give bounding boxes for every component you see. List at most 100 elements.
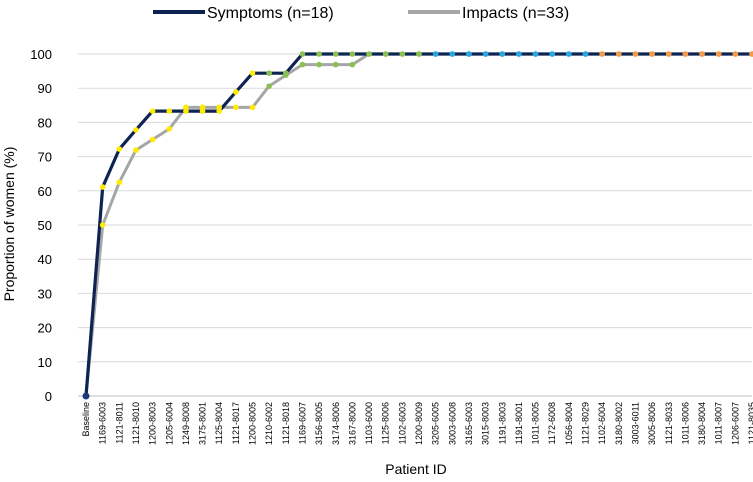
- symptoms-point: [366, 51, 372, 57]
- x-tick-label: 1102-6004: [597, 402, 607, 444]
- x-tick-label: 3174-8006: [331, 402, 341, 445]
- y-tick-label: 90: [38, 81, 52, 96]
- x-tick-label: 1169-6007: [297, 402, 307, 444]
- x-tick-label: 1121-8017: [231, 402, 241, 444]
- symptoms-point: [466, 51, 472, 57]
- impacts-point: [349, 61, 356, 68]
- y-axis-ticks: 0 10 20 30 40 50 60 70 80 90 100: [30, 47, 52, 404]
- symptoms-point: [699, 51, 705, 57]
- symptoms-point: [233, 89, 239, 95]
- y-tick-label: 0: [45, 389, 52, 404]
- symptoms-point: [399, 51, 406, 57]
- symptoms-point: [266, 70, 272, 76]
- x-tick-label: 3015-8003: [481, 402, 491, 445]
- symptoms-point: [649, 51, 655, 57]
- x-axis-ticks: Baseline 1169-6003 1121-8011 1121-8010 1200-…: [81, 402, 753, 445]
- symptoms-point: [133, 127, 139, 133]
- x-tick-label: 1121-8011: [114, 402, 124, 444]
- y-tick-label: 100: [30, 47, 52, 62]
- y-tick-label: 40: [38, 252, 52, 267]
- symptoms-point: [249, 70, 256, 76]
- impacts-point: [99, 222, 106, 228]
- symptoms-point: [99, 184, 106, 190]
- legend: Symptoms (n=18) Impacts (n=33): [153, 5, 569, 22]
- x-tick-label: 1125-8004: [214, 402, 224, 444]
- symptoms-point: [432, 51, 439, 57]
- y-tick-label: 10: [38, 355, 52, 370]
- symptoms-point: [382, 51, 389, 57]
- x-tick-label: 1121-8029: [581, 402, 591, 444]
- symptoms-point: [632, 51, 639, 57]
- impacts-point: [133, 147, 139, 153]
- symptoms-point: [682, 51, 689, 57]
- x-tick-label: 1210-6002: [264, 402, 274, 445]
- symptoms-point: [349, 51, 356, 57]
- x-tick-label: 3165-6003: [464, 402, 474, 445]
- x-tick-label: 1206-6007: [730, 402, 740, 445]
- y-tick-label: 50: [38, 218, 52, 233]
- x-tick-label: 3003-6008: [447, 402, 457, 445]
- symptoms-point: [749, 51, 753, 57]
- x-tick-label: 1121-8010: [131, 402, 141, 444]
- x-tick-label: 1056-8004: [564, 402, 574, 445]
- impacts-point: [249, 104, 256, 111]
- symptoms-point: [732, 51, 739, 57]
- symptoms-point: [216, 108, 222, 114]
- symptoms-point: [316, 51, 322, 57]
- symptoms-point: [149, 108, 156, 114]
- impacts-point: [299, 61, 306, 68]
- x-tick-label: 1191-8003: [497, 402, 507, 444]
- symptoms-point: [532, 51, 539, 57]
- x-tick-label: 1011-8007: [714, 402, 724, 444]
- x-tick-label: 3167-8000: [347, 402, 357, 445]
- y-tick-label: 70: [38, 150, 52, 165]
- symptoms-point: [283, 70, 289, 76]
- x-tick-label: 1011-8005: [531, 402, 541, 444]
- x-tick-label: 1169-6003: [98, 402, 108, 444]
- symptoms-point: [449, 51, 456, 57]
- symptoms-point: [82, 392, 90, 400]
- legend-label-impacts: Impacts (n=33): [462, 5, 569, 22]
- symptoms-point: [416, 51, 422, 57]
- impacts-point: [266, 83, 272, 89]
- x-tick-label: 1191-8001: [514, 402, 524, 444]
- x-tick-label: 3156-8005: [314, 402, 324, 445]
- y-tick-label: 20: [38, 321, 52, 336]
- x-tick-label: 1103-6000: [364, 402, 374, 444]
- gridlines: [78, 53, 752, 397]
- x-tick-label: 3005-8006: [647, 402, 657, 445]
- symptoms-point: [482, 51, 489, 57]
- impacts-point: [332, 61, 339, 68]
- x-tick-label: 1249-8008: [181, 402, 191, 445]
- symptoms-point: [166, 108, 173, 114]
- legend-label-symptoms: Symptoms (n=18): [207, 5, 334, 22]
- symptoms-point: [199, 108, 206, 114]
- y-tick-label: 80: [38, 115, 52, 130]
- symptoms-point: [116, 146, 123, 152]
- symptoms-point: [299, 51, 306, 57]
- symptoms-point: [715, 51, 722, 57]
- symptoms-point: [665, 51, 672, 57]
- symptoms-point: [516, 51, 522, 57]
- y-axis-title: Proportion of women (%): [1, 147, 17, 302]
- symptoms-point: [566, 51, 572, 57]
- x-tick-label: 1121-8033: [664, 402, 674, 444]
- impacts-point: [166, 126, 173, 132]
- symptoms-point: [183, 108, 189, 114]
- impacts-point: [316, 61, 322, 68]
- y-tick-label: 30: [38, 286, 52, 301]
- symptoms-point: [549, 51, 555, 57]
- x-tick-label: 1172-6008: [547, 402, 557, 444]
- symptoms-point: [616, 51, 622, 57]
- impacts-point: [149, 136, 156, 143]
- x-tick-label: 3175-8001: [198, 402, 208, 445]
- symptoms-point: [582, 51, 589, 57]
- symptoms-point: [499, 51, 506, 57]
- x-tick-label: 1121-8035: [747, 402, 753, 444]
- impacts-point: [116, 179, 123, 186]
- x-tick-label: 1200-8003: [148, 402, 158, 445]
- symptoms-point: [332, 51, 339, 57]
- x-axis-title: Patient ID: [385, 461, 446, 477]
- x-tick-label: 1121-8018: [281, 402, 291, 444]
